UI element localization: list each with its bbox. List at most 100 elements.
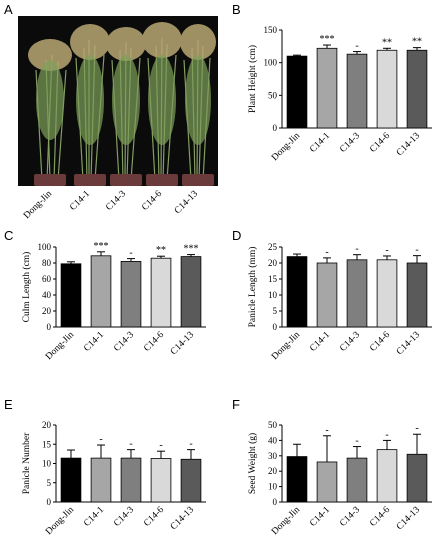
plant-label: Dong-Jin [22,189,54,221]
panel-label: E [4,397,13,412]
bar [90,255,112,328]
category-label: C14-6 [142,505,166,529]
category-label: Dong-Jin [44,330,76,362]
significance-label: - [355,41,358,52]
category-label: C14-13 [169,330,196,357]
bar [346,53,368,129]
bar [406,453,428,503]
significance-label: - [129,439,132,450]
significance-label: - [159,440,162,451]
y-axis-label: Seed Weight (g) [247,433,258,494]
significance-label: - [325,425,328,436]
bar [376,259,398,328]
panel-label-a: A [4,2,13,17]
y-tick-label: 20 [268,466,278,476]
bar [286,256,308,328]
category-label: Dong-Jin [270,131,302,163]
panel-label: B [232,2,241,17]
plant-photo [18,16,218,186]
y-tick-label: 30 [268,451,278,461]
y-tick-label: 0 [273,497,278,507]
bar [346,457,368,503]
category-label: Dong-Jin [270,505,302,537]
bar [150,257,172,328]
category-label: C14-13 [395,330,422,357]
y-tick-label: 50 [268,420,278,430]
category-label: Dong-Jin [270,330,302,362]
plant-label: C14-13 [173,189,200,216]
panel-label: D [232,228,241,243]
y-tick-label: 40 [268,435,278,445]
significance-label: *** [320,34,335,45]
bar [180,256,202,328]
category-label: C14-13 [169,505,196,532]
category-label: Dong-Jin [44,505,76,537]
significance-label: - [385,245,388,256]
bar [316,262,338,328]
plant-label: C14-3 [104,189,128,213]
category-label: C14-13 [395,131,422,158]
y-tick-label: 15 [42,439,52,449]
bar [406,49,428,129]
significance-label: - [355,244,358,255]
y-tick-label: 100 [264,58,278,68]
significance-label: - [415,245,418,256]
y-tick-label: 40 [42,290,52,300]
bar [120,260,142,328]
bar [376,49,398,129]
y-axis-label: Panicle Number [22,432,32,494]
significance-label: - [355,436,358,447]
significance-label: ** [382,37,392,48]
bar [180,458,202,503]
y-tick-label: 20 [268,258,278,268]
category-label: C14-6 [368,330,392,354]
significance-label: *** [94,241,109,252]
panel-label: C [4,228,13,243]
category-label: C14-3 [338,131,362,155]
y-tick-label: 15 [268,274,278,284]
bar [286,456,308,503]
y-tick-label: 5 [47,478,52,488]
category-label: C14-3 [338,330,362,354]
y-tick-label: 0 [47,322,52,332]
plant-label: C14-6 [140,189,164,213]
category-label: C14-1 [308,505,332,529]
significance-label: - [129,248,132,259]
category-label: C14-3 [112,505,136,529]
significance-label: - [189,439,192,450]
plant-labels: Dong-Jin C14-1 C14-3 C14-6 C14-13 [22,189,200,221]
y-tick-label: 10 [268,290,278,300]
chart-panel-b: B 0 50 100 150 Plant Height (cm) Dong-Jin *** C1… [232,2,432,163]
bar [60,457,82,503]
y-tick-label: 0 [47,497,52,507]
category-label: C14-3 [338,505,362,529]
y-axis-label: Plant Height (cm) [247,45,258,113]
y-tick-label: 5 [273,306,278,316]
plant-label: C14-1 [68,189,92,213]
significance-label: - [99,434,102,445]
bar [90,457,112,503]
significance-label: - [415,423,418,434]
y-tick-label: 0 [273,123,278,133]
y-tick-label: 80 [42,258,52,268]
y-tick-label: 10 [268,482,278,492]
panel-label: F [232,397,240,412]
significance-label: - [325,247,328,258]
bar [316,47,338,129]
significance-label: - [385,429,388,440]
category-label: C14-3 [112,330,136,354]
y-tick-label: 60 [42,274,52,284]
significance-label: ** [156,245,166,256]
y-tick-label: 50 [268,90,278,100]
significance-label: ** [412,37,422,48]
y-axis-label: Culm Length (cm) [21,252,32,323]
category-label: C14-1 [82,505,106,529]
chart-panel-e: E 0 5 10 15 20 Panicle Number Dong-Jin - C14-1 - C1… [4,397,206,537]
y-axis-label: Panicle Length (mm) [247,247,258,328]
y-tick-label: 25 [268,242,278,252]
bar [316,461,338,503]
y-tick-label: 20 [42,420,52,430]
bar [286,55,308,129]
